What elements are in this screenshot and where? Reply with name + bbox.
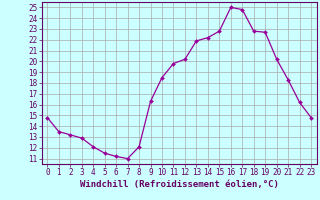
X-axis label: Windchill (Refroidissement éolien,°C): Windchill (Refroidissement éolien,°C) [80,180,279,189]
